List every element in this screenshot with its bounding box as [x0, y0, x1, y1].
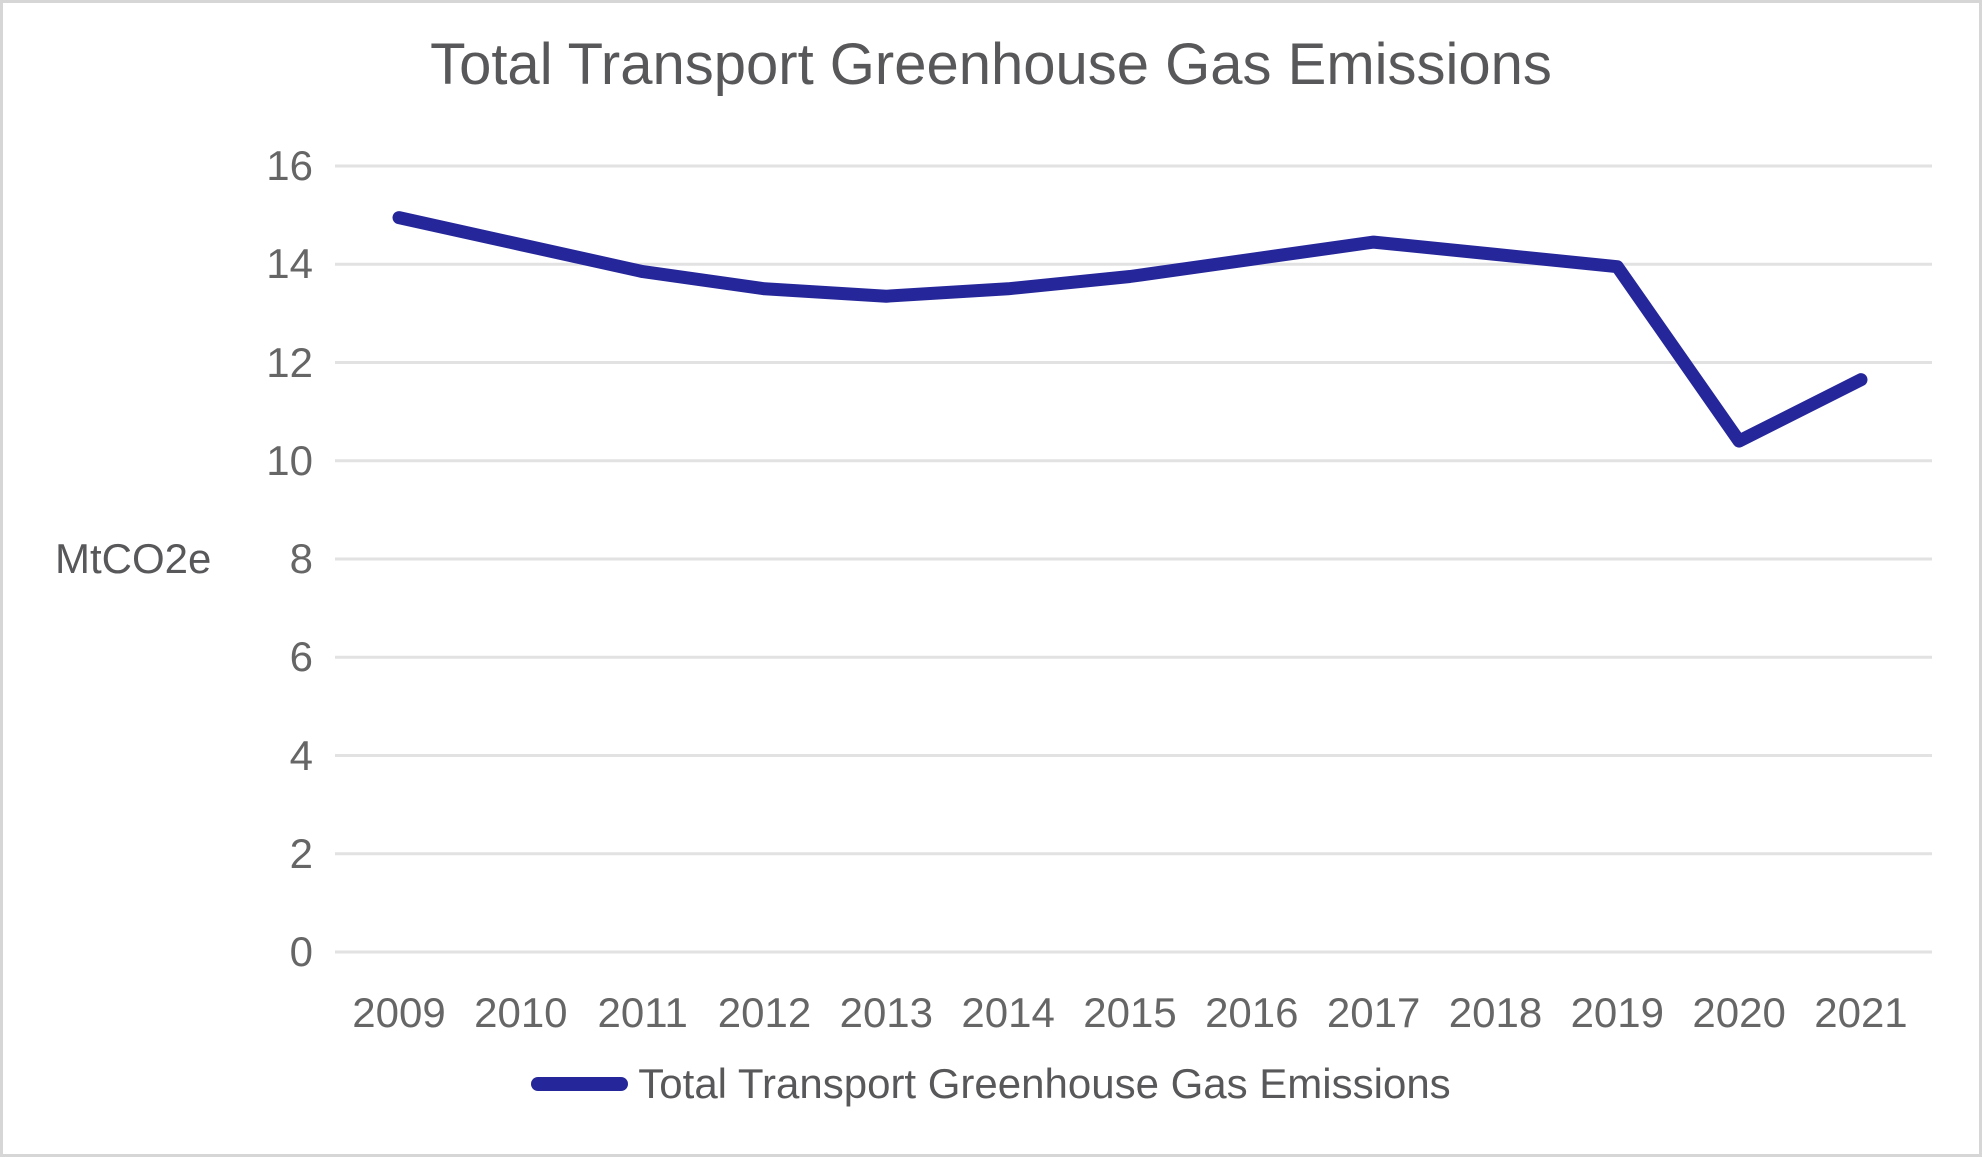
emissions-line-series: [392, 211, 1868, 448]
legend-line-swatch: [531, 1077, 629, 1091]
x-tick-label-2014: 2014: [961, 989, 1055, 1036]
gridlines: [335, 164, 1932, 954]
x-tick-label-2019: 2019: [1570, 989, 1665, 1036]
x-tick-label-2020: 2020: [1692, 989, 1786, 1036]
x-tick-label-2015: 2015: [1083, 989, 1177, 1036]
x-tick-label-2018: 2018: [1448, 989, 1543, 1036]
y-axis-title: MtCO2e: [55, 535, 212, 582]
y-tick-label-0: 0: [289, 928, 313, 975]
y-tick-label-2: 2: [289, 829, 313, 877]
y-tick-label-10: 10: [266, 436, 313, 484]
x-tick-label-2021: 2021: [1814, 989, 1908, 1036]
x-tick-label-2017: 2017: [1326, 989, 1421, 1036]
line-chart-plot-area: [335, 164, 1932, 954]
chart-title: Total Transport Greenhouse Gas Emissions: [430, 32, 1552, 97]
y-tick-label-14: 14: [266, 240, 313, 288]
y-tick-label-6: 6: [289, 633, 313, 681]
x-tick-label-2016: 2016: [1205, 989, 1299, 1036]
x-tick-label-2013: 2013: [839, 989, 934, 1036]
y-tick-label-8: 8: [289, 535, 313, 582]
y-tick-label-4: 4: [289, 731, 313, 779]
y-tick-label-16: 16: [266, 142, 313, 189]
series-line: [392, 211, 1868, 448]
legend: Total Transport Greenhouse Gas Emissions: [3, 1059, 1979, 1109]
x-tick-label-2010: 2010: [474, 989, 568, 1036]
x-tick-label-2012: 2012: [717, 989, 812, 1036]
x-tick-label-2011: 2011: [597, 989, 688, 1036]
legend-label: Total Transport Greenhouse Gas Emissions: [638, 1060, 1451, 1107]
y-tick-label-12: 12: [266, 338, 313, 386]
x-tick-label-2009: 2009: [352, 989, 446, 1036]
